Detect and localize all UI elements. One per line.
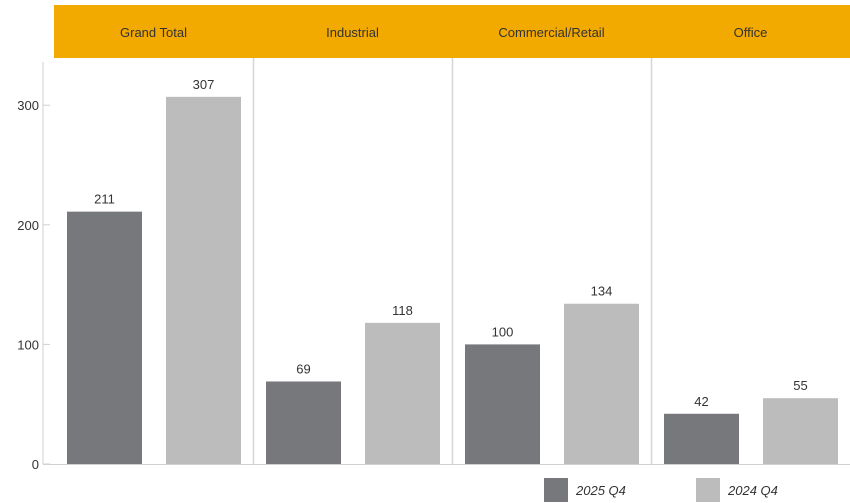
legend-swatch xyxy=(696,478,720,502)
bar xyxy=(664,413,739,464)
bar xyxy=(763,398,838,464)
category-header: Grand Total Industrial Commercial/Retail Of… xyxy=(54,5,850,58)
bar xyxy=(67,211,142,464)
y-tick-label: 300 xyxy=(17,98,39,113)
y-tick-label: 100 xyxy=(17,337,39,352)
y-tick-label: 200 xyxy=(17,218,39,233)
bar xyxy=(365,322,440,464)
category-label: Grand Total xyxy=(120,25,187,40)
legend: 2025 Q4 2024 Q4 xyxy=(544,478,778,502)
y-tick-label: 0 xyxy=(32,457,39,472)
bar xyxy=(266,381,341,464)
category-label: Commercial/Retail xyxy=(498,25,604,40)
bar xyxy=(465,344,540,464)
bars xyxy=(67,96,838,464)
legend-label: 2025 Q4 xyxy=(575,483,626,498)
panel-dividers xyxy=(252,58,653,464)
legend-label: 2024 Q4 xyxy=(727,483,778,498)
data-label: 118 xyxy=(392,303,413,318)
bar xyxy=(166,96,241,464)
data-label: 55 xyxy=(793,378,807,393)
data-label: 100 xyxy=(492,324,514,339)
data-label: 211 xyxy=(94,192,115,207)
data-label: 69 xyxy=(296,361,310,376)
category-label: Industrial xyxy=(326,25,379,40)
data-label: 134 xyxy=(591,284,613,299)
header-band xyxy=(54,5,850,58)
legend-swatch xyxy=(544,478,568,502)
data-label: 307 xyxy=(193,77,215,92)
data-label: 42 xyxy=(694,394,708,409)
y-axis: 0 100 200 300 xyxy=(17,62,850,472)
category-label: Office xyxy=(734,25,768,40)
bar xyxy=(564,303,639,464)
data-labels: 211 307 69 118 100 134 42 55 xyxy=(94,77,808,409)
